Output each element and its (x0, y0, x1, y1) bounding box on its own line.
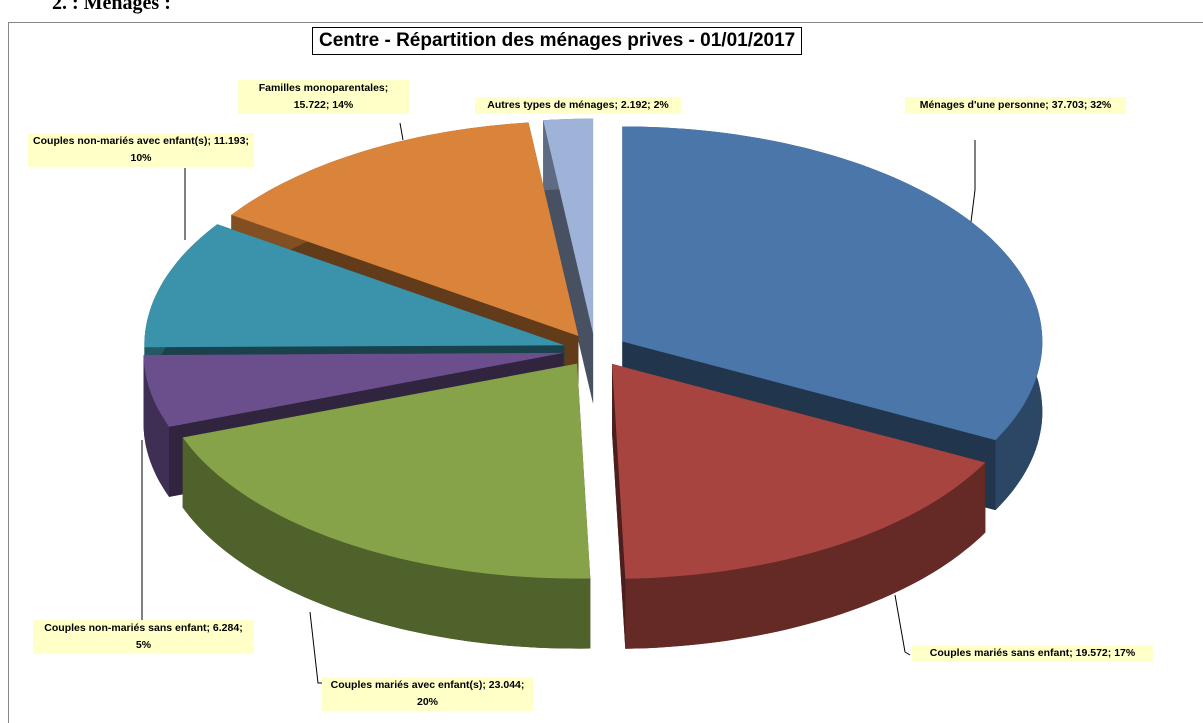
pie-slice (622, 126, 1043, 441)
pie-slice (543, 118, 594, 334)
slice-wall (612, 363, 626, 649)
pie-slice (144, 224, 565, 348)
leader-line (309, 611, 322, 684)
data-label: Couples non-mariés sans enfant; 6.284; 5… (33, 620, 254, 654)
chart-frame (8, 22, 1203, 723)
pie-slice (182, 363, 591, 579)
data-label: Autres types de ménages; 2.192; 2% (475, 97, 681, 114)
data-label: Couples non-mariés avec enfant(s); 11.19… (28, 133, 254, 167)
slice-rim (182, 437, 591, 649)
data-label: Familles monoparentales; 15.722; 14% (238, 80, 409, 114)
slice-wall (543, 120, 594, 404)
data-label: Ménages d'une personne; 37.703; 32% (905, 97, 1126, 114)
pie-slice (612, 363, 986, 579)
data-label: Couples mariés sans enfant; 19.572; 17% (912, 645, 1153, 662)
page-heading: 2. : Ménages : (52, 0, 171, 14)
chart-title: Centre - Répartition des ménages prives … (312, 27, 803, 55)
leader-line (399, 122, 404, 141)
pie-slice (143, 352, 564, 427)
slice-rim (625, 462, 986, 649)
slice-rim (143, 355, 170, 497)
pie-slice (231, 122, 579, 336)
leader-line (894, 594, 911, 656)
data-label: Couples mariés avec enfant(s); 23.044; 2… (322, 677, 533, 711)
